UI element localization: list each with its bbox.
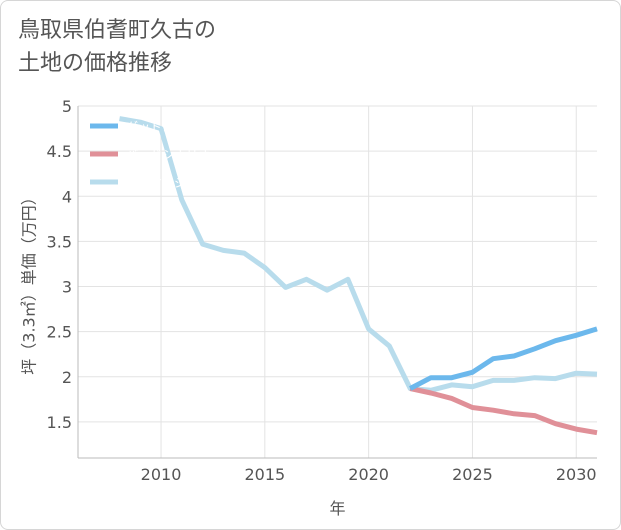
series-lines [119, 116, 598, 436]
y-tick-label: 4.5 [47, 142, 72, 161]
x-tick-label: 2030 [556, 465, 597, 484]
chart-title: 鳥取県伯耆町久古の 土地の価格推移 [18, 14, 216, 80]
y-tick-label: 3.5 [47, 232, 72, 251]
chart-title-line-2: 土地の価格推移 [18, 51, 173, 76]
chart-title-line-1: 鳥取県伯耆町久古の [18, 18, 217, 43]
y-tick-label: 5 [62, 97, 72, 116]
x-tick-label: 2025 [452, 465, 493, 484]
x-tick-label: 2020 [348, 465, 389, 484]
tick-labels: 1.5 2 2.5 3 3.5 4 4.5 5 2010 2015 2020 2025 2030 [47, 97, 597, 484]
legend-label: ノーマルシナリオ [126, 176, 222, 190]
series-line-good [409, 326, 598, 391]
y-tick-label: 2.5 [47, 323, 72, 342]
y-tick-label: 1.5 [47, 413, 72, 432]
legend-label: バッドシナリオ [126, 148, 210, 162]
series-line-bad [409, 386, 598, 436]
y-axis-title: 坪（3.3㎡）単価（万円） [20, 189, 39, 374]
x-tick-label: 2015 [244, 465, 285, 484]
x-axis-title: 年 [329, 499, 345, 518]
axes [77, 106, 597, 459]
legend-label: グッドシナリオ [126, 120, 210, 134]
y-tick-label: 2 [62, 368, 72, 387]
y-tick-label: 3 [62, 278, 72, 297]
series-line-normal [119, 116, 598, 393]
x-tick-label: 2010 [141, 465, 182, 484]
y-tick-label: 4 [62, 187, 72, 206]
